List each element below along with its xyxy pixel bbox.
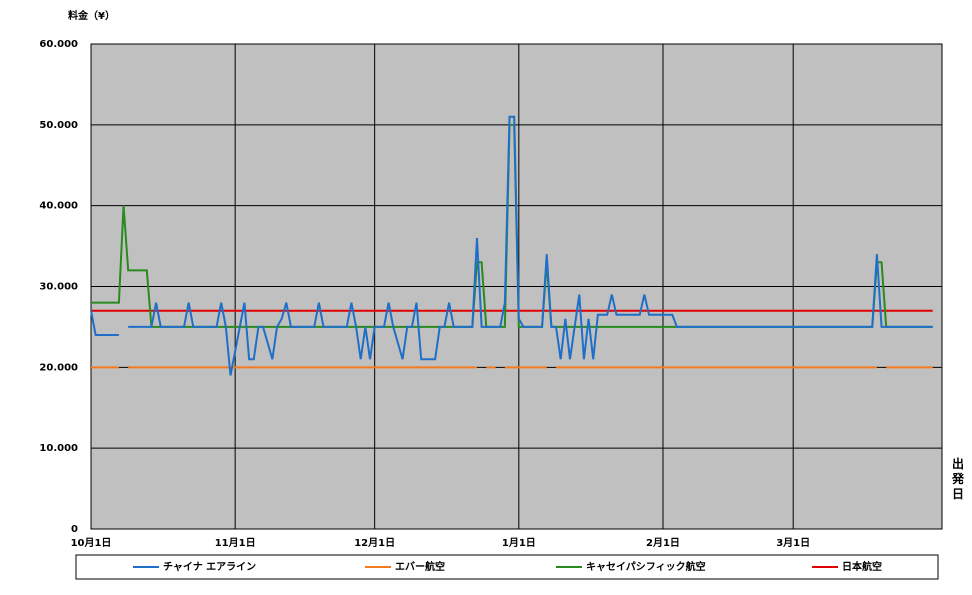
legend-label: キャセイパシフィック航空 bbox=[586, 560, 706, 573]
x-tick-label: 11月1日 bbox=[215, 537, 256, 549]
legend-label: チャイナ エアライン bbox=[163, 561, 256, 573]
y-axis-label: 料金（¥） bbox=[68, 9, 115, 22]
x-tick-label: 12月1日 bbox=[354, 537, 395, 549]
legend-box bbox=[75, 554, 939, 580]
y-tick-label: 60.000 bbox=[39, 39, 78, 50]
x-axis-label: 出発日 bbox=[951, 456, 965, 502]
x-tick-label: 2月1日 bbox=[646, 537, 680, 549]
y-tick-label: 10.000 bbox=[39, 443, 78, 454]
x-tick-label: 1月1日 bbox=[502, 537, 536, 549]
x-tick-label: 3月1日 bbox=[776, 537, 810, 549]
y-tick-label: 20.000 bbox=[39, 362, 78, 373]
series-line bbox=[90, 115, 933, 376]
x-tick-label: 10月1日 bbox=[71, 537, 112, 549]
y-tick-label: 0 bbox=[71, 524, 78, 535]
plot-border bbox=[90, 43, 943, 530]
y-tick-label: 30.000 bbox=[39, 282, 78, 293]
legend-label: エバー航空 bbox=[395, 560, 445, 573]
legend-label: 日本航空 bbox=[842, 560, 882, 573]
y-tick-label: 40.000 bbox=[39, 201, 78, 212]
y-tick-label: 50.000 bbox=[39, 120, 78, 131]
x-axis-label: 出発日 bbox=[951, 456, 965, 502]
